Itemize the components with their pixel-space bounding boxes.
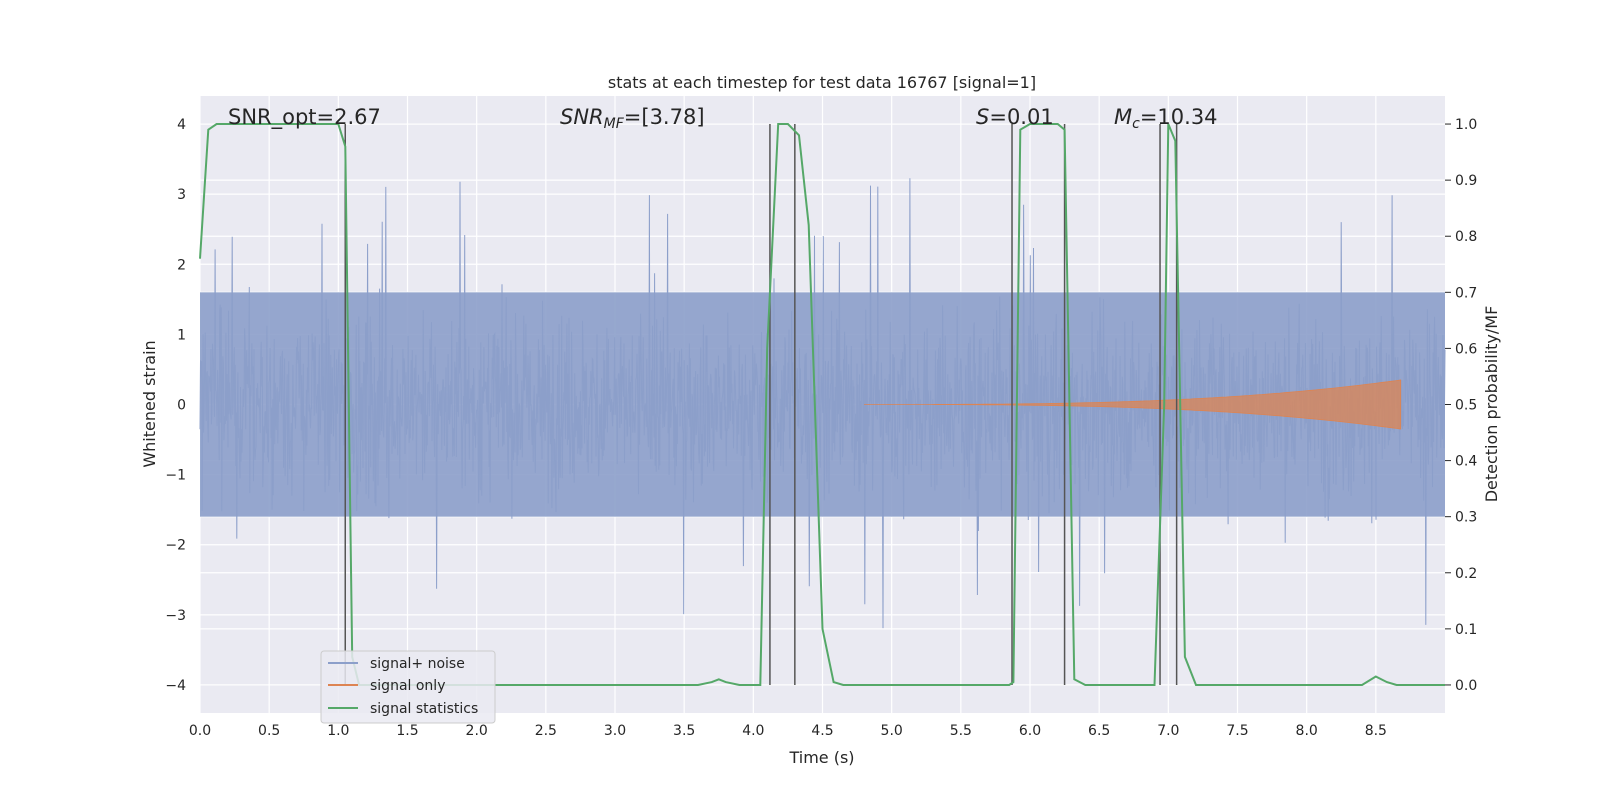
legend-label-signal-noise: signal+ noise <box>370 656 465 672</box>
y2-tick-label: 0.2 <box>1455 566 1477 582</box>
y-tick-label: −3 <box>165 608 186 624</box>
x-tick-label: 2.0 <box>466 723 488 739</box>
x-tick-label: 1.0 <box>327 723 349 739</box>
annotation-snr-mf: SNRMF=[3.78] <box>560 105 705 132</box>
x-tick-label: 7.5 <box>1226 723 1248 739</box>
y-axis-label: Whitened strain <box>140 340 159 467</box>
x-tick-label: 8.0 <box>1296 723 1318 739</box>
x-tick-label: 2.5 <box>535 723 557 739</box>
x-tick-label: 5.5 <box>950 723 972 739</box>
x-tick-label: 0.5 <box>258 723 280 739</box>
x-tick-label: 8.5 <box>1365 723 1387 739</box>
y2-ticks: 0.0 0.1 0.2 0.3 0.4 0.5 0.6 0.7 0.8 0.9 1.0 <box>1445 117 1477 694</box>
y2-tick-label: 0.4 <box>1455 454 1477 470</box>
vertical-markers <box>344 124 1178 685</box>
x-tick-label: 1.5 <box>396 723 418 739</box>
x-tick-label: 6.0 <box>1019 723 1041 739</box>
y-tick-label: −1 <box>165 468 186 484</box>
x-tick-label: 3.5 <box>673 723 695 739</box>
x-tick-label: 7.0 <box>1157 723 1179 739</box>
y2-axis-label: Detection probability/MF <box>1482 306 1501 503</box>
chart-title: stats at each timestep for test data 167… <box>608 73 1036 92</box>
y2-tick-label: 0.7 <box>1455 285 1477 301</box>
x-axis-label: Time (s) <box>788 748 854 767</box>
y2-tick-label: 0.5 <box>1455 398 1477 414</box>
y-tick-label: 2 <box>177 257 186 273</box>
x-tick-label: 4.5 <box>811 723 833 739</box>
y2-tick-label: 0.8 <box>1455 229 1477 245</box>
y2-tick-label: 0.1 <box>1455 622 1477 638</box>
y2-tick-label: 0.6 <box>1455 341 1477 357</box>
legend-label-signal-only: signal only <box>370 678 445 694</box>
legend-label-signal-statistics: signal statistics <box>370 701 478 717</box>
annotation-mc: Mc=10.34 <box>1114 105 1218 132</box>
annotation-snr-opt: SNR_opt=2.67 <box>228 105 381 130</box>
y-tick-label: −4 <box>165 678 186 694</box>
legend: signal+ noise signal only signal statist… <box>320 650 496 724</box>
y2-tick-label: 0.3 <box>1455 510 1477 526</box>
y-ticks: −4 −3 −2 −1 0 1 2 3 4 <box>165 117 186 694</box>
y-tick-label: −2 <box>165 538 186 554</box>
y2-tick-label: 0.9 <box>1455 173 1477 189</box>
annotation-s: S=0.01 <box>976 105 1054 129</box>
x-ticks: 0.0 0.5 1.0 1.5 2.0 2.5 3.0 3.5 4.0 4.5 5.0 5.5 6.0 6… <box>189 723 1387 739</box>
x-tick-label: 0.0 <box>189 723 211 739</box>
y-tick-label: 1 <box>177 327 186 343</box>
y2-tick-label: 0.0 <box>1455 678 1477 694</box>
y-tick-label: 0 <box>177 398 186 414</box>
legend-box <box>320 650 496 724</box>
signal-only-trace <box>864 379 1402 430</box>
y-tick-label: 4 <box>177 117 186 133</box>
x-tick-label: 3.0 <box>604 723 626 739</box>
y-tick-label: 3 <box>177 187 186 203</box>
x-tick-label: 4.0 <box>742 723 764 739</box>
x-tick-label: 5.0 <box>881 723 903 739</box>
x-tick-label: 6.5 <box>1088 723 1110 739</box>
y2-tick-label: 1.0 <box>1455 117 1477 133</box>
signal-only-line <box>864 379 1402 430</box>
